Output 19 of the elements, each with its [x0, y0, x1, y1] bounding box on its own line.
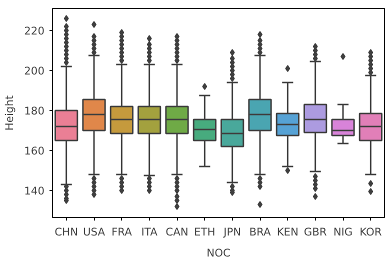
x-tick-label: ETH — [194, 226, 216, 238]
x-tick-label: KOR — [360, 226, 382, 238]
x-tick-label: FRA — [111, 226, 133, 238]
x-tick-label: GBR — [304, 226, 328, 238]
y-tick-label: 200 — [24, 64, 45, 78]
x-axis-title: NOC — [206, 246, 230, 260]
y-tick-label: 180 — [24, 104, 45, 118]
x-tick-label: BRA — [249, 226, 272, 238]
y-tick-label: 160 — [24, 144, 45, 158]
x-tick-label: USA — [82, 226, 106, 238]
y-tick-label: 140 — [24, 184, 45, 198]
x-tick-label: ITA — [141, 226, 158, 238]
y-tick-label: 220 — [24, 24, 45, 38]
x-tick-label: KEN — [276, 226, 299, 238]
x-tick-label: JPN — [222, 226, 242, 238]
x-tick-label: NIG — [333, 226, 353, 238]
x-tick-label: CAN — [166, 226, 188, 238]
x-tick-label: CHN — [54, 226, 78, 238]
y-axis-title: Height — [3, 95, 16, 131]
